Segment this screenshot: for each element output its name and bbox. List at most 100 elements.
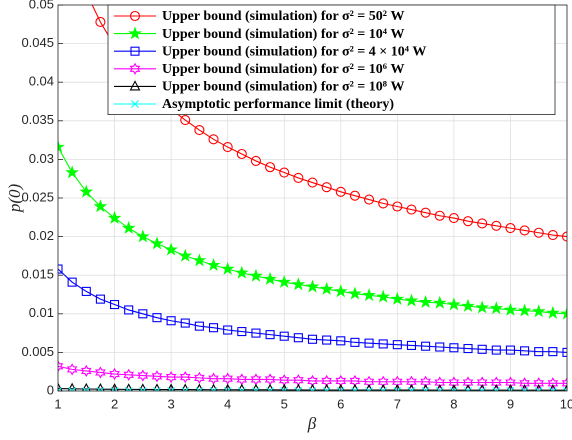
marker <box>364 194 375 205</box>
marker <box>58 264 63 274</box>
marker <box>404 293 419 307</box>
x-tick-label: 7 <box>394 396 401 411</box>
marker <box>137 369 149 382</box>
marker <box>81 286 91 296</box>
marker <box>279 331 289 341</box>
legend-marker <box>128 26 142 40</box>
marker <box>195 387 204 391</box>
marker <box>464 387 472 391</box>
marker <box>96 387 105 391</box>
marker <box>561 377 567 390</box>
marker <box>209 387 218 391</box>
marker <box>263 271 277 285</box>
marker <box>110 387 119 391</box>
marker <box>377 375 389 388</box>
marker <box>562 347 567 357</box>
marker <box>150 236 164 250</box>
legend-label: Upper bound (simulation) for σ² = 10⁴ W <box>162 27 404 42</box>
marker <box>435 387 444 391</box>
marker <box>194 371 205 384</box>
marker <box>206 257 221 271</box>
marker <box>277 274 292 288</box>
marker <box>561 231 567 242</box>
marker <box>265 330 275 340</box>
marker <box>164 242 178 256</box>
marker <box>307 177 318 188</box>
marker <box>335 186 346 197</box>
marker <box>234 265 249 279</box>
marker <box>236 148 247 160</box>
marker <box>249 268 263 282</box>
ticks: 0 0.005 0.01 0.015 0.02 0.025 0.03 0.035 0.04 0.0… <box>21 0 572 411</box>
marker <box>491 376 502 389</box>
marker <box>58 382 63 391</box>
marker <box>293 172 304 183</box>
marker <box>533 377 544 390</box>
marker <box>93 199 108 213</box>
marker <box>293 333 303 343</box>
marker <box>491 345 501 355</box>
y-axis-label: p(0) <box>5 184 24 214</box>
marker <box>477 218 488 229</box>
series-line <box>58 387 567 391</box>
marker <box>180 318 190 328</box>
x-tick-label: 8 <box>450 396 457 411</box>
marker <box>418 295 433 309</box>
x-tick-label: 1 <box>54 396 61 411</box>
marker <box>68 387 77 391</box>
marker <box>322 335 332 345</box>
marker <box>65 165 79 179</box>
marker <box>138 387 147 391</box>
marker <box>266 387 274 391</box>
marker <box>58 360 64 373</box>
y-tick-label: 0.05 <box>29 0 54 11</box>
marker <box>489 301 504 315</box>
marker <box>379 387 388 391</box>
marker <box>376 289 391 303</box>
marker <box>194 321 204 331</box>
marker <box>107 210 122 224</box>
marker <box>152 313 162 323</box>
marker <box>491 220 502 231</box>
marker <box>179 371 191 384</box>
marker <box>220 261 235 275</box>
marker <box>237 387 246 391</box>
marker <box>448 213 459 224</box>
series-group <box>58 5 567 391</box>
marker <box>251 328 261 338</box>
marker <box>123 368 134 381</box>
marker <box>463 343 473 354</box>
marker <box>475 300 489 314</box>
marker <box>505 345 515 355</box>
x-tick-label: 2 <box>111 396 118 411</box>
marker <box>547 377 559 390</box>
marker <box>362 288 376 302</box>
marker <box>461 298 475 312</box>
marker <box>365 387 373 391</box>
marker <box>534 347 544 357</box>
y-tick-label: 0.025 <box>21 189 54 204</box>
marker <box>363 375 375 388</box>
y-tick-label: 0.02 <box>29 228 54 243</box>
marker <box>547 230 558 241</box>
x-axis-label: β <box>307 414 317 433</box>
marker <box>67 277 77 287</box>
marker <box>349 190 360 201</box>
marker <box>333 284 348 298</box>
marker <box>58 387 62 391</box>
marker <box>407 387 416 391</box>
marker <box>124 387 133 391</box>
x-tick-label: 6 <box>337 396 344 411</box>
marker <box>250 155 261 166</box>
legend: Upper bound (simulation) for σ² = 50² W U… <box>107 4 556 115</box>
legend-label: Upper bound (simulation) for σ² = 4 × 10… <box>162 44 426 59</box>
marker <box>432 295 447 309</box>
marker <box>322 387 331 391</box>
marker <box>95 366 106 379</box>
legend-marker <box>130 46 140 56</box>
y-tick-label: 0.035 <box>21 112 54 127</box>
marker <box>420 207 431 218</box>
marker <box>434 376 446 389</box>
legend-label: Asymptotic performance limit (theory) <box>162 97 394 112</box>
marker <box>393 387 402 391</box>
